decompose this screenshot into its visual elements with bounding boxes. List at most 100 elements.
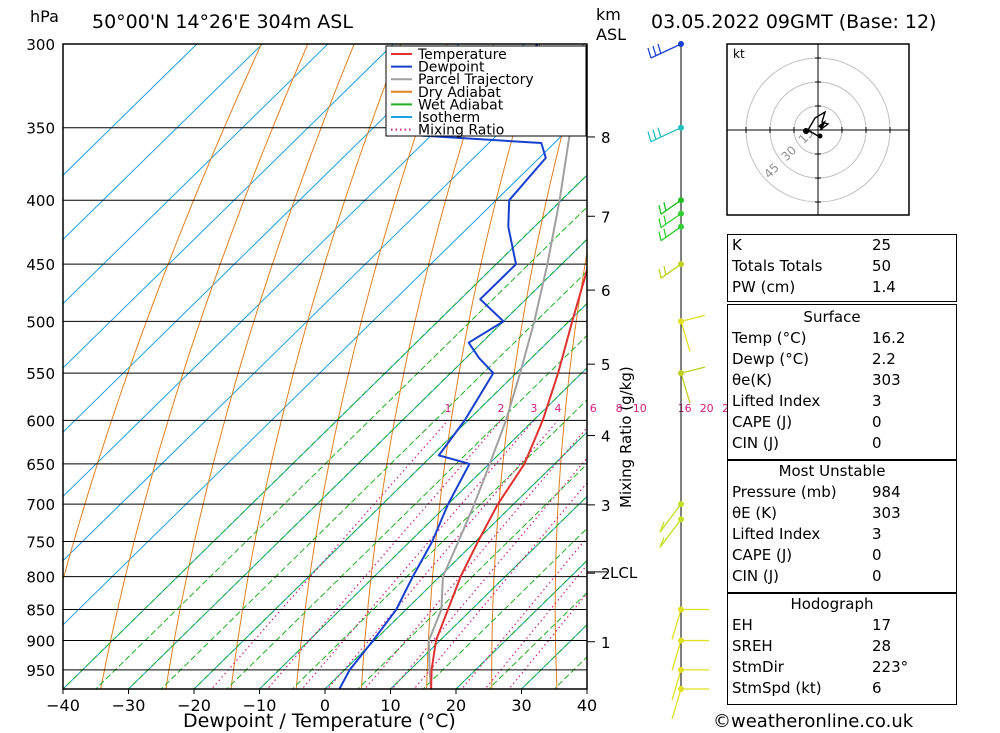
table-row: CAPE (J) 0 xyxy=(728,545,936,566)
x-tick-label: 20 xyxy=(446,696,466,715)
index-value: 303 xyxy=(872,371,901,389)
mixing-ratio-label: 20 xyxy=(700,402,714,415)
index-value: 3 xyxy=(872,525,882,543)
pressure-tick-label: 500 xyxy=(26,313,55,331)
index-name: CAPE (J) xyxy=(732,546,793,564)
axes: 3003504004505005506006507007508008509009… xyxy=(26,36,736,715)
wet-adiabat-line xyxy=(258,367,587,689)
x-tick-label: 0 xyxy=(320,696,330,715)
table-row: CIN (J) 0 xyxy=(728,566,936,587)
km-tick-label: 4 xyxy=(601,428,611,446)
index-name: StmSpd (kt) xyxy=(732,679,822,697)
table-row: K 25 xyxy=(728,235,936,256)
km-tick-label: 8 xyxy=(601,129,611,147)
pressure-tick-label: 450 xyxy=(26,256,55,274)
wind-barb xyxy=(671,608,709,640)
x-tick-label: 40 xyxy=(577,696,597,715)
surface-box: Surface Temp (°C) 16.2 Dewp (°C) 2.2 θe(K) 303… xyxy=(727,304,957,460)
table-title-row: Surface xyxy=(728,307,936,328)
asl-unit: ASL xyxy=(596,25,626,44)
mixing-ratio-line xyxy=(391,457,587,689)
table-row: StmSpd (kt) 6 xyxy=(728,678,936,699)
table-row: PW (cm) 1.4 xyxy=(728,277,936,298)
wind-barb xyxy=(680,366,706,404)
wind-barb xyxy=(647,43,682,59)
mixing-ratio-label: 6 xyxy=(590,402,597,415)
index-name: CAPE (J) xyxy=(732,413,793,431)
x-tick-label: −30 xyxy=(112,696,146,715)
hodograph-point xyxy=(803,128,809,134)
wet-adiabat-line xyxy=(226,334,587,689)
km-tick-label: 3 xyxy=(601,497,611,515)
wind-barb xyxy=(658,226,682,242)
table-row: Dewp (°C) 2.2 xyxy=(728,349,936,370)
pressure-tick-label: 900 xyxy=(26,633,55,651)
profiles xyxy=(338,44,587,689)
index-value: 303 xyxy=(872,504,901,522)
table-title: Most Unstable xyxy=(778,462,886,480)
table-row: SREH 28 xyxy=(728,636,936,657)
mixing-ratio-label: 16 xyxy=(678,402,692,415)
pressure-tick-label: 800 xyxy=(26,569,55,587)
table-row: θe(K) 303 xyxy=(728,370,936,391)
pressure-unit: hPa xyxy=(30,7,59,26)
dry-adiabat-line xyxy=(617,7,689,698)
table-title: Surface xyxy=(803,308,861,326)
km-unit: km xyxy=(596,5,621,24)
mixing-ratio-label: 10 xyxy=(633,402,647,415)
index-name: PW (cm) xyxy=(732,278,796,296)
table-row: Temp (°C) 16.2 xyxy=(728,328,936,349)
wind-barb xyxy=(658,263,682,279)
isotherm-line xyxy=(63,110,587,626)
most-unstable-table: Most Unstable Pressure (mb) 984 θE (K) 303 Li… xyxy=(728,461,936,587)
wet-adiabat-line xyxy=(357,463,587,689)
index-name: Temp (°C) xyxy=(732,329,807,347)
legend-entry-label: Wet Adiabat xyxy=(418,97,504,113)
x-tick-label: −20 xyxy=(177,696,211,715)
table-row: θE (K) 303 xyxy=(728,503,936,524)
wind-barb xyxy=(671,688,709,720)
table-row: EH 17 xyxy=(728,615,936,636)
index-value: 25 xyxy=(872,236,892,254)
wet-adiabat-line xyxy=(488,591,587,689)
index-name: SREH xyxy=(732,637,773,655)
index-name: EH xyxy=(732,616,753,634)
wind-barb xyxy=(658,199,682,215)
index-name: Totals Totals xyxy=(732,257,823,275)
index-value: 3 xyxy=(872,392,882,410)
legend-entry-label: Temperature xyxy=(417,47,507,63)
table-row: CAPE (J) 0 xyxy=(728,412,936,433)
x-tick-label: −40 xyxy=(46,696,80,715)
index-value: 1.4 xyxy=(872,278,896,296)
index-name: Dewp (°C) xyxy=(732,350,810,368)
wind-profile xyxy=(647,41,709,720)
table-row: Totals Totals 50 xyxy=(728,256,936,277)
index-name: θe(K) xyxy=(732,371,772,389)
wet-adiabat-line xyxy=(193,302,587,689)
most-unstable-box: Most Unstable Pressure (mb) 984 θE (K) 303 Li… xyxy=(727,460,957,593)
hodograph-index-box: Hodograph EH 17 SREH 28 StmDir 223° StmSpd (kt)… xyxy=(727,593,957,705)
wet-adiabat-line xyxy=(160,270,587,689)
dry-adiabat-line xyxy=(63,44,262,582)
mixing-ratio-label: 1 xyxy=(444,402,451,415)
isotherm-line xyxy=(63,44,264,241)
indices-box-top: K 25 Totals Totals 50 PW (cm) 1.4 xyxy=(727,234,957,302)
mixing-ratio-line xyxy=(508,592,587,689)
index-value: 28 xyxy=(872,637,892,655)
wet-adiabat-line xyxy=(422,527,587,689)
mixing-ratio-line xyxy=(266,420,502,689)
wind-barb xyxy=(659,503,682,533)
hodograph-unit: kt xyxy=(733,47,745,61)
index-name: CIN (J) xyxy=(732,567,780,585)
legend-entry-label: Parcel Trajectory xyxy=(418,72,534,88)
pressure-tick-label: 550 xyxy=(26,365,55,383)
mixing-ratio-line xyxy=(484,564,587,689)
parcel-trajectory-line xyxy=(427,44,585,689)
km-tick-label: 7 xyxy=(601,208,611,226)
wind-barb xyxy=(671,639,709,671)
index-name: K xyxy=(732,236,742,254)
isotherm-line xyxy=(63,44,329,305)
mixing-ratio-line xyxy=(210,420,449,689)
index-name: CIN (J) xyxy=(732,434,780,452)
wet-adiabat-line xyxy=(324,431,587,689)
